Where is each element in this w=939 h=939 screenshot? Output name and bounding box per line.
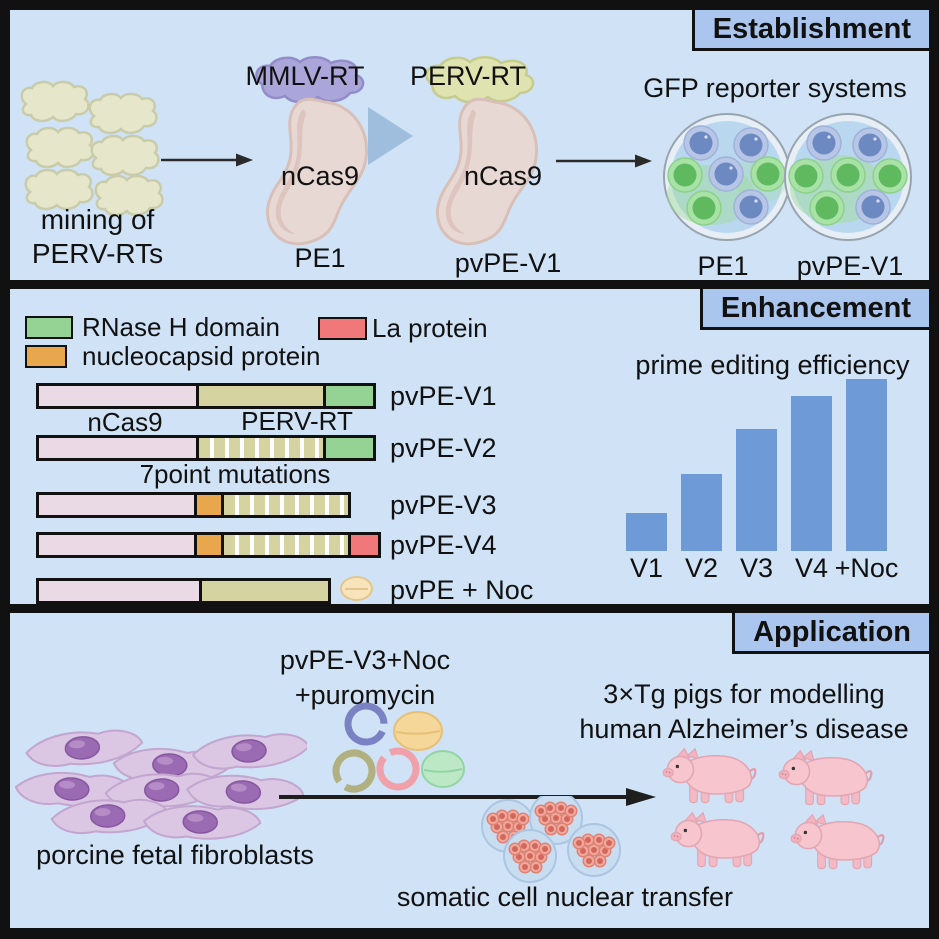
chart-bar-+Noc bbox=[846, 379, 887, 551]
enhancement-header: Enhancement bbox=[699, 286, 932, 330]
pe1-complex-icon bbox=[255, 56, 369, 246]
construct-segment-rt-mut bbox=[221, 495, 348, 515]
ncas9-label-pe1: nCas9 bbox=[280, 161, 360, 191]
panel-application: Application pvPE-V3+Noc +puromycin bbox=[7, 610, 932, 931]
construct-segment-ncas9 bbox=[39, 495, 194, 515]
legend-swatch-la bbox=[318, 317, 367, 340]
construct-segment-ncas9 bbox=[39, 386, 196, 406]
nocodazole-pill-icon bbox=[340, 576, 373, 601]
construct-name: pvPE-V4 bbox=[390, 530, 497, 560]
construct-segment-ncas9 bbox=[39, 438, 196, 458]
prime-editing-bar-chart bbox=[626, 379, 887, 551]
chart-bar-label-V3: V3 bbox=[739, 553, 774, 583]
construct-name: pvPE-V2 bbox=[390, 433, 497, 463]
construct-segment-nc bbox=[194, 495, 221, 515]
legend-label-rnaseh: RNase H domain bbox=[82, 312, 280, 342]
chart-bar-V1 bbox=[626, 513, 667, 551]
establishment-header: Establishment bbox=[691, 7, 932, 51]
pig-icon bbox=[790, 813, 885, 870]
perv-rt-library-icon bbox=[20, 80, 164, 217]
pig-icon bbox=[670, 811, 765, 868]
domain-label-ncas9: nCas9 bbox=[87, 407, 163, 437]
scnt-label: somatic cell nuclear transfer bbox=[396, 882, 734, 912]
pe1-name: PE1 bbox=[294, 243, 346, 273]
construct-segment-rt bbox=[196, 386, 323, 406]
construct-segment-rt-mut bbox=[221, 535, 348, 555]
construct-segment-la bbox=[348, 535, 378, 555]
gfp-title: GFP reporter systems bbox=[643, 73, 907, 103]
plasmids-and-drugs-icon bbox=[332, 702, 465, 793]
domain-label-perv-rt: PERV-RT bbox=[241, 406, 353, 436]
mining-label: mining of PERV-RTs bbox=[31, 204, 164, 269]
fibroblast-label: porcine fetal fibroblasts bbox=[36, 840, 314, 870]
chart-bar-V4 bbox=[791, 396, 832, 551]
construct-name: pvPE + Noc bbox=[390, 575, 534, 605]
construct-segment-rnaseh bbox=[323, 386, 373, 406]
perv-rt-label: PERV-RT bbox=[409, 61, 527, 91]
construct-segment-ncas9 bbox=[39, 535, 194, 555]
construct-bar-pvpe-v1 bbox=[36, 383, 376, 409]
chart-bar-label-V2: V2 bbox=[684, 553, 719, 583]
pig-icon bbox=[662, 747, 757, 804]
construct-bar-pvpe-v2 bbox=[36, 435, 376, 461]
panel-establishment: Establishment mining of PERV-RTs bbox=[7, 7, 932, 283]
dish-label-pe1: PE1 bbox=[697, 251, 749, 281]
construct-segment-rnaseh bbox=[323, 438, 373, 458]
construct-segment-rt bbox=[199, 581, 328, 601]
transition-triangle-icon bbox=[368, 107, 413, 165]
ncas9-label-pvpe: nCas9 bbox=[463, 161, 543, 191]
construct-bar-pvpe-v4 bbox=[36, 532, 381, 558]
construct-name: pvPE-V1 bbox=[390, 381, 497, 411]
construct-segment-nc bbox=[194, 535, 221, 555]
pigs-title: 3×Tg pigs for modelling human Alzheimer’… bbox=[579, 679, 909, 744]
chart-x-axis-labels: V1 V2 V3 V4 +Noc bbox=[626, 553, 899, 584]
petri-dishes-icon bbox=[663, 113, 912, 241]
panel-enhancement: Enhancement RNase H domain La protein nu… bbox=[7, 286, 932, 607]
legend-label-la: La protein bbox=[372, 313, 488, 343]
chart-bar-V3 bbox=[736, 429, 777, 551]
application-header: Application bbox=[732, 610, 932, 654]
chart-bar-V2 bbox=[681, 474, 722, 551]
chart-bar-label-+Noc: +Noc bbox=[834, 553, 899, 583]
construct-segment-rt-mut bbox=[196, 438, 323, 458]
legend-swatch-nc bbox=[25, 345, 67, 368]
chart-bar-label-V4: V4 bbox=[794, 553, 829, 583]
pig-icon bbox=[778, 749, 873, 806]
arrow-right-icon bbox=[556, 154, 652, 168]
construct-name: pvPE-V3 bbox=[390, 490, 497, 520]
legend-swatch-rnaseh bbox=[25, 316, 73, 339]
dish-label-pvpe-v1: pvPE-V1 bbox=[796, 251, 904, 281]
fibroblasts-icon bbox=[15, 729, 307, 841]
legend-label-nc: nucleocapsid protein bbox=[82, 341, 321, 371]
pvpe-v1-complex-icon bbox=[425, 56, 539, 246]
mmlv-rt-label: MMLV-RT bbox=[245, 61, 365, 91]
construct-bar-pvpe-v3 bbox=[36, 492, 351, 518]
chart-title: prime editing efficiency bbox=[635, 350, 910, 380]
chart-bar-label-V1: V1 bbox=[629, 553, 664, 583]
construct-segment-ncas9 bbox=[39, 581, 199, 601]
pvpe-v1-name: pvPE-V1 bbox=[454, 248, 562, 278]
embryos-icon bbox=[480, 796, 632, 884]
construct-bar-pvpe-noc bbox=[36, 578, 331, 604]
arrow-right-icon bbox=[161, 153, 253, 167]
mutations-label: 7point mutations bbox=[139, 459, 331, 489]
